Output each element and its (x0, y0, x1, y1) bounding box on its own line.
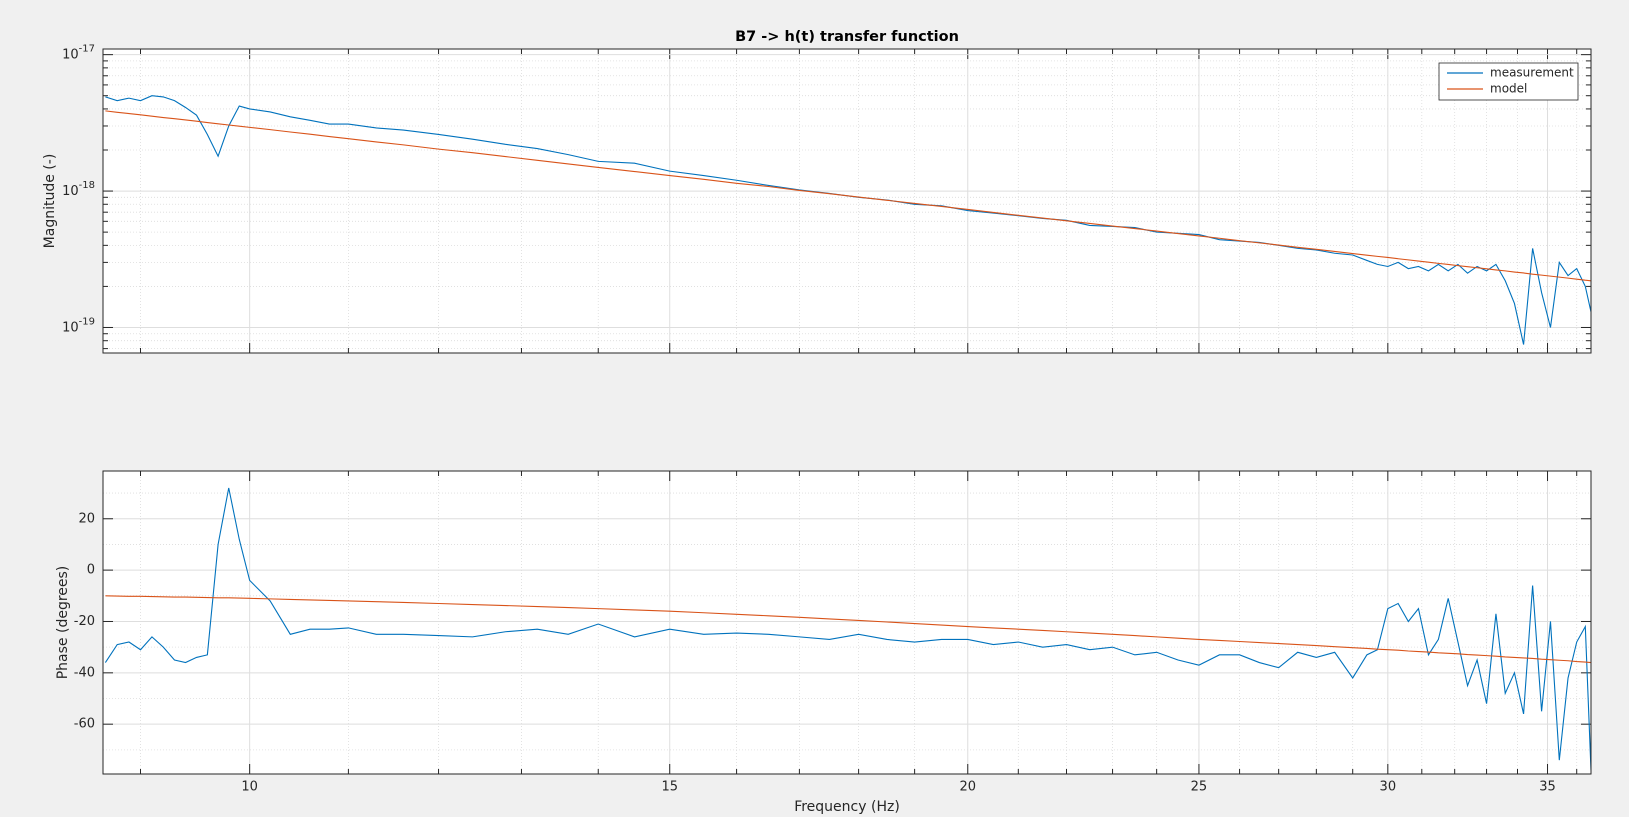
y-tick-label: 10-19 (62, 316, 95, 335)
series-line (105, 595, 1591, 664)
x-axis-label: Frequency (Hz) (794, 799, 900, 815)
axes-background (103, 49, 1591, 353)
series-line (105, 110, 1591, 282)
x-tick-label: 35 (1539, 780, 1556, 795)
x-tick-label: 20 (959, 780, 976, 795)
x-tick-label: 30 (1380, 780, 1397, 795)
y-tick-label: 0 (87, 563, 95, 578)
chart-title: B7 -> h(t) transfer function (735, 29, 959, 45)
series-line (104, 487, 1591, 771)
y-tick-label: -60 (74, 717, 95, 732)
x-tick-label: 15 (661, 780, 678, 795)
axes-box (102, 48, 1592, 354)
y-tick-label: 10-18 (62, 180, 95, 199)
y-tick-label: -20 (74, 614, 95, 629)
x-tick-label: 25 (1191, 780, 1208, 795)
y-tick-label: -40 (74, 665, 95, 680)
y-tick-label: 20 (78, 511, 95, 526)
plot-area (104, 487, 1591, 771)
legend-label: measurement (1490, 66, 1574, 80)
axes-box (102, 470, 1592, 775)
y-axis-label: Magnitude (-) (42, 154, 58, 249)
y-axis-label: Phase (degrees) (55, 566, 71, 680)
plot-area (105, 95, 1591, 345)
axes-background (103, 471, 1591, 774)
y-tick-label: 10-17 (62, 44, 95, 63)
x-tick-label: 10 (241, 780, 258, 795)
legend-box (1438, 62, 1579, 101)
legend-label: model (1490, 82, 1527, 96)
